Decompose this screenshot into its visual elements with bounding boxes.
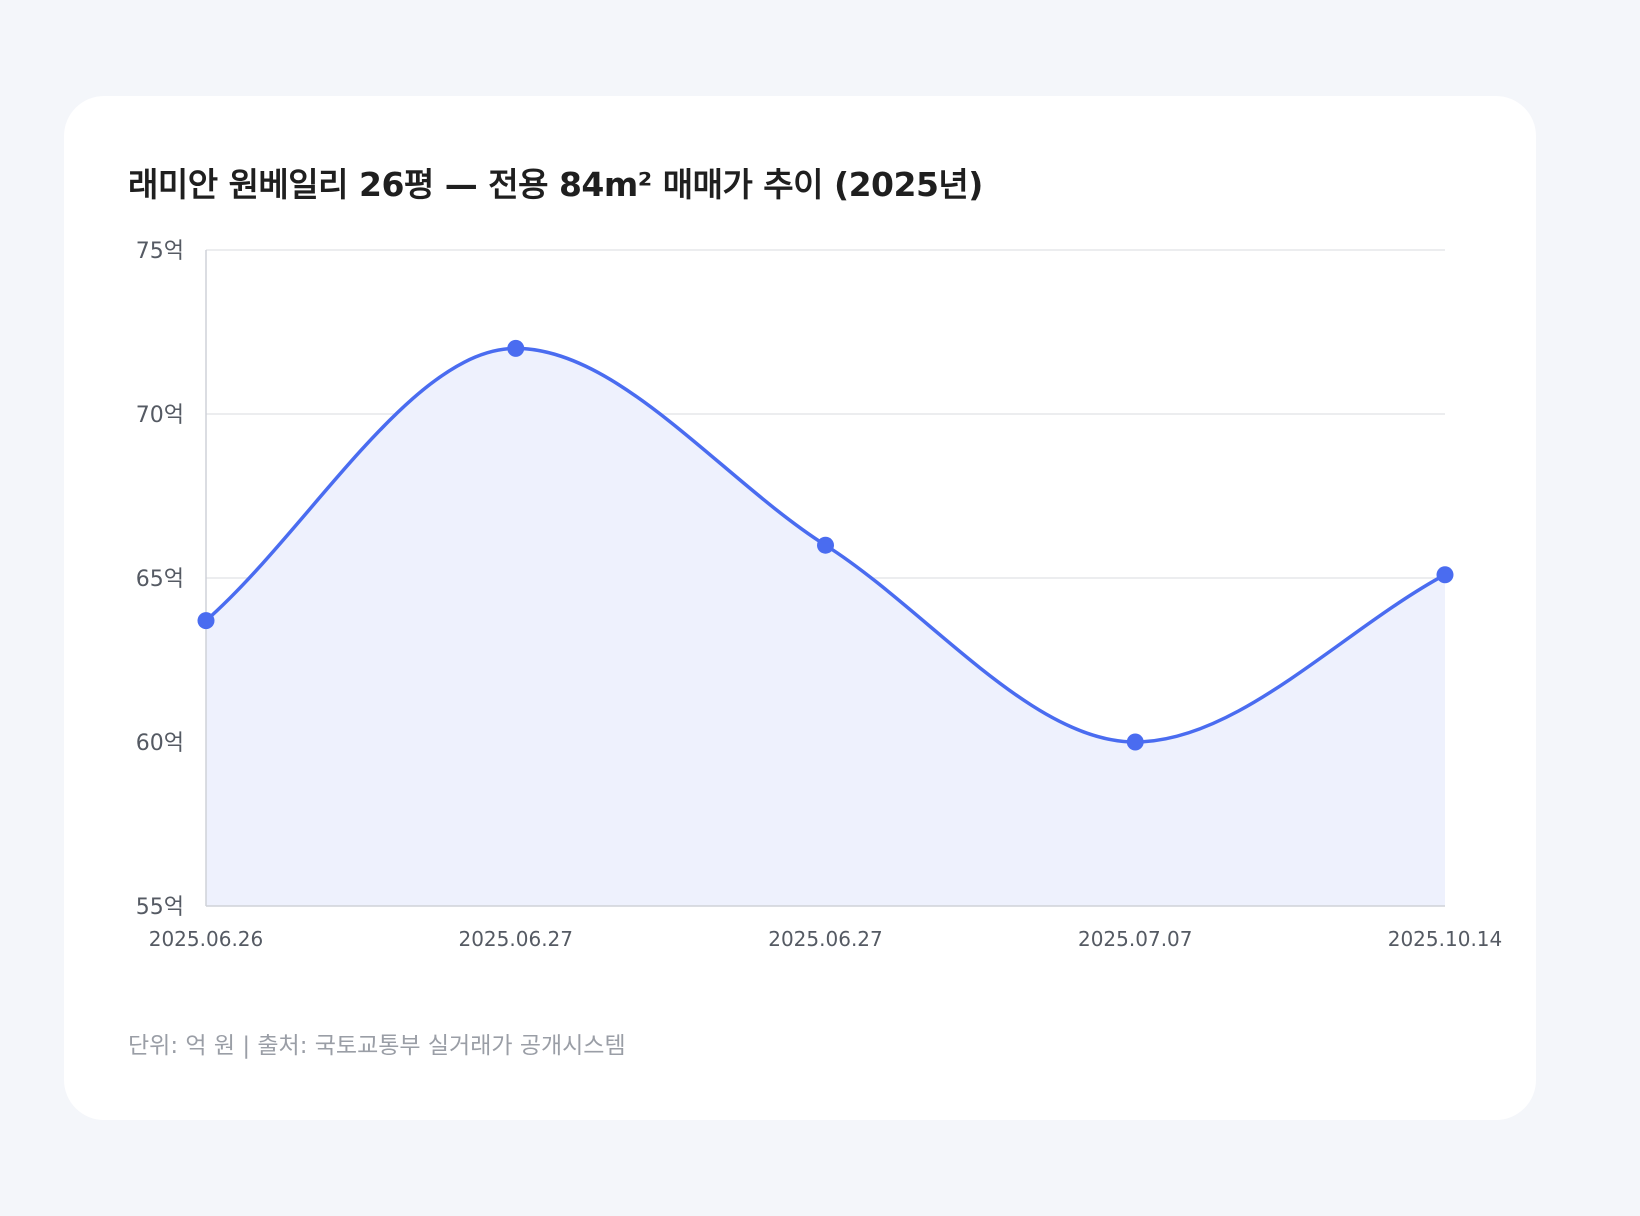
x-tick-label: 2025.06.27: [768, 927, 883, 951]
data-point[interactable]: [1126, 733, 1144, 751]
data-point[interactable]: [507, 339, 525, 357]
x-tick-label: 2025.06.27: [458, 927, 573, 951]
x-axis-ticks: 2025.06.26 2025.06.27 2025.06.27 2025.07.07…: [149, 927, 1503, 951]
data-point[interactable]: [197, 612, 215, 630]
data-point[interactable]: [817, 536, 834, 554]
series-area: [206, 348, 1445, 906]
chart-title: 래미안 원베일리 26평 — 전용 84m² 매매가 추이 (2025년): [128, 165, 983, 204]
x-tick-label: 2025.06.26: [149, 927, 264, 951]
data-points: [197, 339, 1454, 751]
y-tick-label: 60억: [136, 731, 184, 756]
x-tick-label: 2025.10.14: [1388, 927, 1503, 951]
y-tick-label: 75억: [136, 239, 184, 264]
x-tick-label: 2025.07.07: [1078, 927, 1193, 951]
y-tick-label: 55억: [136, 895, 184, 920]
chart-card: 래미안 원베일리 26평 — 전용 84m² 매매가 추이 (2025년) 75…: [64, 96, 1536, 1120]
y-axis-ticks: 75억 70억 65억 60억 55억: [136, 239, 184, 920]
data-point[interactable]: [1436, 566, 1454, 584]
y-tick-label: 65억: [136, 567, 184, 592]
area-layer: [206, 348, 1445, 906]
source-footnote: 단위: 억 원 | 출처: 국토교통부 실거래가 공개시스템: [128, 1033, 626, 1059]
axes: [205, 250, 1445, 907]
y-tick-label: 70억: [136, 403, 184, 428]
